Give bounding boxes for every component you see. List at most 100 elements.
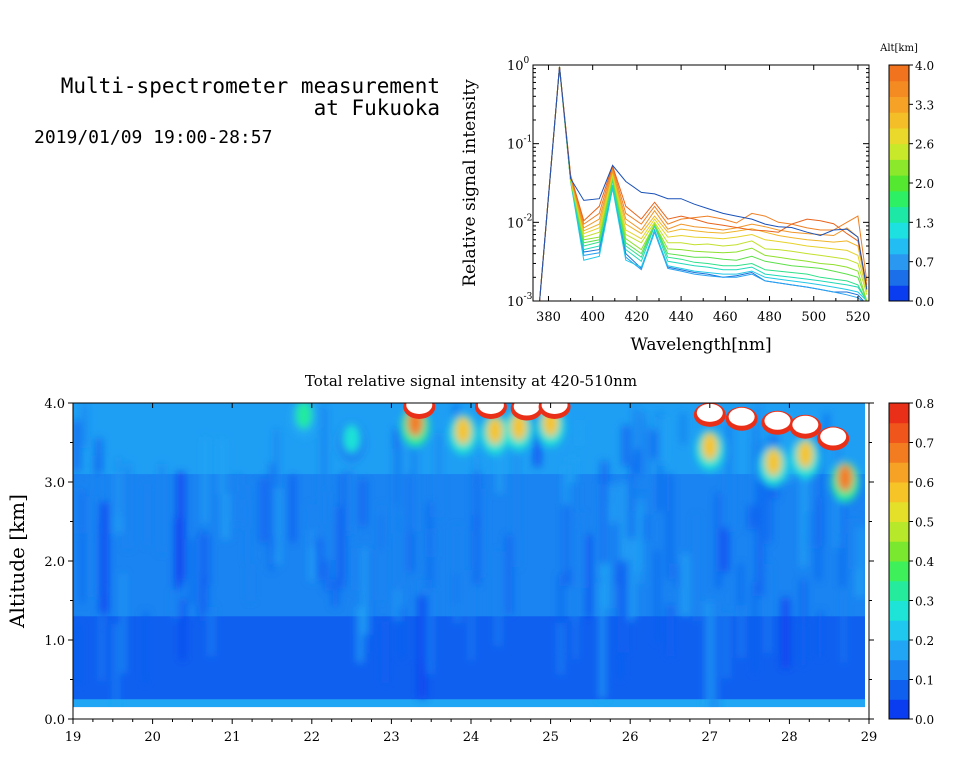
x-tick-label-440: 440 xyxy=(669,310,694,325)
heatmap-streak xyxy=(200,578,208,613)
heatmap-streak xyxy=(667,473,672,580)
heatmap-streak xyxy=(834,466,839,548)
heatmap-streak xyxy=(116,457,121,516)
spectra-lines xyxy=(539,66,868,301)
heat-y-axis-label: Altitude [km] xyxy=(5,494,29,629)
heat-y-tick-label: 4.0 xyxy=(44,397,65,412)
intensity-colorbar-swatch xyxy=(889,580,909,601)
heatmap-streak xyxy=(399,606,405,660)
spectra-frame xyxy=(532,64,870,302)
heatmap-streak xyxy=(269,463,274,571)
heatmap-streak xyxy=(114,623,118,719)
x-tick-label-520: 520 xyxy=(846,310,871,325)
heatmap-streak xyxy=(367,550,372,654)
intensity-colorbar-swatch xyxy=(889,501,909,522)
date-range: 2019/01/09 19:00-28:57 xyxy=(34,127,273,148)
intensity-colorbar-swatch xyxy=(889,679,909,700)
saturated-region xyxy=(792,415,819,434)
heatmap-streak xyxy=(202,437,208,524)
heatmap-streak xyxy=(721,528,729,572)
heat-y-tick-label: 2.0 xyxy=(44,555,65,570)
spectrum-line-10 xyxy=(539,66,868,301)
altitude-colorbar: 0.0 0.7 1.3 2.0 2.6 3.3 4.0 Alt[km] xyxy=(879,43,934,309)
heatmap-streak xyxy=(567,457,577,483)
heatmap-streak xyxy=(655,550,660,643)
heatmap-streak xyxy=(716,493,721,589)
heatmap-streak xyxy=(468,570,474,661)
heat-x-tick-label: 29 xyxy=(861,730,878,745)
heatmap-streak xyxy=(738,605,745,659)
heatmap-streak xyxy=(722,612,730,679)
heatmap-streak xyxy=(426,587,434,674)
alt-colorbar-swatch xyxy=(889,65,909,82)
heatmap-streak xyxy=(765,481,772,543)
spectrum-line-3 xyxy=(539,66,868,301)
spectrum-line-4 xyxy=(539,66,868,301)
heatmap-streak xyxy=(418,595,427,699)
saturated-region xyxy=(406,403,433,414)
heat-x-tick-label: 27 xyxy=(702,730,719,745)
heatmap-streak xyxy=(617,571,623,679)
heatmap-streak xyxy=(675,563,680,588)
heat-y-tick-label: 1.0 xyxy=(44,634,65,649)
heatmap-streak xyxy=(189,538,194,605)
heatmap-streak xyxy=(308,529,315,582)
heatmap-streak xyxy=(82,404,88,448)
heatmap-streak xyxy=(174,518,182,591)
alt-colorbar-swatch xyxy=(889,80,909,97)
heatmap-streak xyxy=(765,564,771,654)
heatmap-streak xyxy=(124,463,132,549)
heat-x-tick-label: 26 xyxy=(622,730,639,745)
x-axis-label: Wavelength[nm] xyxy=(630,335,771,355)
heatmap-streak xyxy=(558,574,563,654)
heatmap-streak xyxy=(290,474,295,543)
heat-y-tick-label: 3.0 xyxy=(44,476,65,491)
alt-colorbar-swatch xyxy=(889,190,909,208)
saturated-region xyxy=(764,411,791,430)
heatmap-streak xyxy=(855,527,865,598)
heatmap-streak xyxy=(608,484,618,524)
heatmap-streak xyxy=(180,598,185,661)
heatmap-streak xyxy=(378,505,385,600)
heatmap-streak xyxy=(781,598,790,669)
heatmap-streak xyxy=(409,432,418,532)
heatmap-streak xyxy=(573,592,578,660)
heatmap-streak xyxy=(629,461,633,543)
heatmap-streak xyxy=(851,518,860,569)
heatmap-streak xyxy=(694,515,699,622)
spectrum-line-13 xyxy=(539,66,868,301)
heatmap-streak xyxy=(620,561,629,653)
alt-colorbar-swatch xyxy=(889,285,909,302)
heatmap-streak xyxy=(336,506,345,589)
heatmap-streak xyxy=(353,548,358,591)
alt-colorbar-swatch xyxy=(889,112,909,129)
heatmap-streak xyxy=(816,497,821,581)
spectrum-line-8 xyxy=(539,66,868,301)
intensity-colorbar-swatch xyxy=(889,442,909,463)
heatmap-streak xyxy=(751,425,756,518)
saturated-region xyxy=(477,403,504,414)
intensity-colorbar-label: 0.6 xyxy=(915,476,934,490)
saturated-region xyxy=(513,403,540,416)
heatmap-plume-core xyxy=(295,403,312,429)
alt-colorbar-label: 4.0 xyxy=(915,59,934,73)
spectrum-line-11 xyxy=(539,66,868,301)
intensity-colorbar-swatch xyxy=(889,620,909,641)
heat-x-tick-label: 19 xyxy=(65,730,82,745)
intensity-colorbar-swatch xyxy=(889,640,909,661)
heatmap-streak xyxy=(145,483,149,546)
heatmap-streak xyxy=(381,621,390,683)
heatmap-streak xyxy=(99,502,109,614)
heatmap-streak xyxy=(514,453,519,567)
heatmap-streak xyxy=(738,563,743,616)
heatmap-streak xyxy=(435,433,442,518)
y-tick-label: 100 xyxy=(507,56,530,74)
heatmap-streak xyxy=(309,504,315,548)
intensity-colorbar-swatch xyxy=(889,403,909,424)
heatmap-streak xyxy=(621,425,631,466)
heatmap-streak xyxy=(356,606,364,663)
heatmap-streak xyxy=(681,413,685,444)
spectrum-line-12 xyxy=(539,66,868,301)
heatmap-streak xyxy=(747,505,757,530)
intensity-colorbar-swatch xyxy=(889,422,909,443)
